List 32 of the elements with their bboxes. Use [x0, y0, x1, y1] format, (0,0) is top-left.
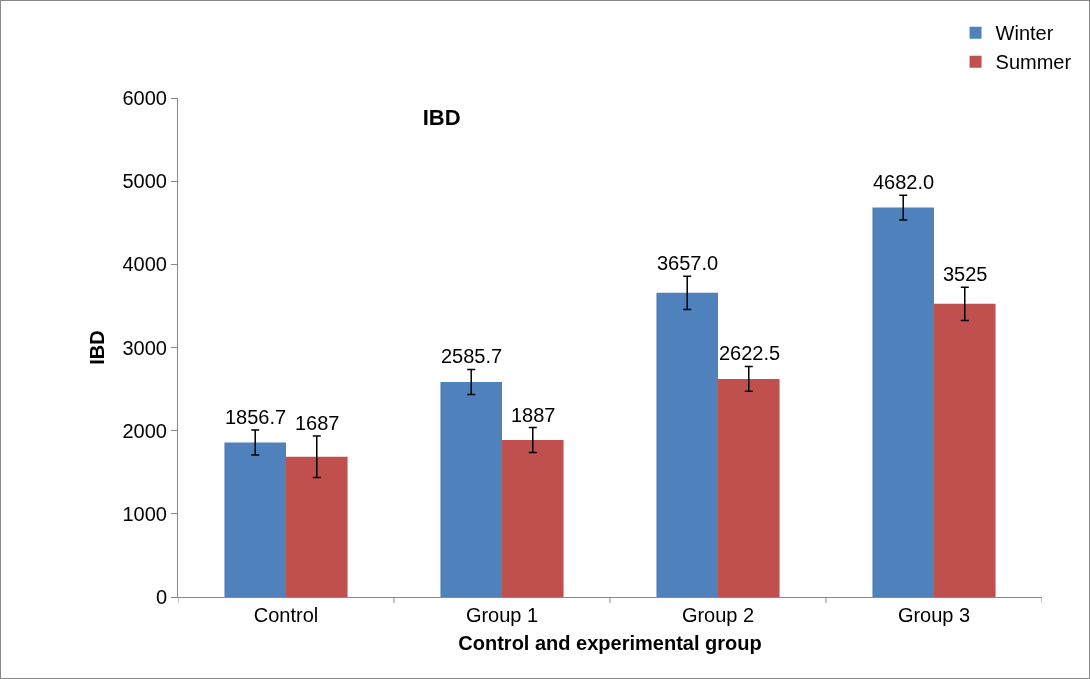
- data-label: 1687: [295, 412, 340, 434]
- legend-label: Winter: [995, 22, 1054, 45]
- data-label: 2585.7: [441, 345, 503, 367]
- data-label: 3657.0: [657, 252, 719, 274]
- legend-label: Summer: [995, 51, 1072, 74]
- data-label: 4682.0: [873, 171, 935, 193]
- y-tick-label: 0: [155, 586, 167, 608]
- y-tick-label: 6000: [122, 87, 167, 109]
- data-label: 1856.7: [225, 406, 287, 428]
- bar: [656, 292, 718, 597]
- bar: [934, 303, 996, 597]
- x-tick-label: Group 1: [465, 604, 539, 626]
- y-tick-label: 2000: [122, 419, 167, 442]
- data-label: 3525: [943, 263, 988, 285]
- bar: [224, 442, 286, 597]
- x-tick-label: Group 2: [681, 604, 755, 626]
- bar: [440, 381, 502, 597]
- data-label: 2622.5: [719, 342, 781, 364]
- y-tick-label: 5000: [122, 170, 167, 193]
- chart-title: IBD: [422, 104, 461, 130]
- y-tick-label: 4000: [122, 253, 167, 276]
- data-label: 1887: [511, 404, 556, 426]
- x-tick-label: Group 3: [897, 604, 971, 626]
- x-tick-label: Control: [253, 604, 319, 626]
- bar: [872, 207, 934, 597]
- y-tick-label: 3000: [122, 336, 167, 359]
- bar: [286, 456, 348, 597]
- x-axis-title: Control and experimental group: [458, 631, 762, 654]
- y-tick-label: 1000: [122, 502, 167, 525]
- bar: [718, 378, 780, 597]
- bar: [502, 440, 564, 597]
- y-axis-title: IBD: [86, 330, 108, 365]
